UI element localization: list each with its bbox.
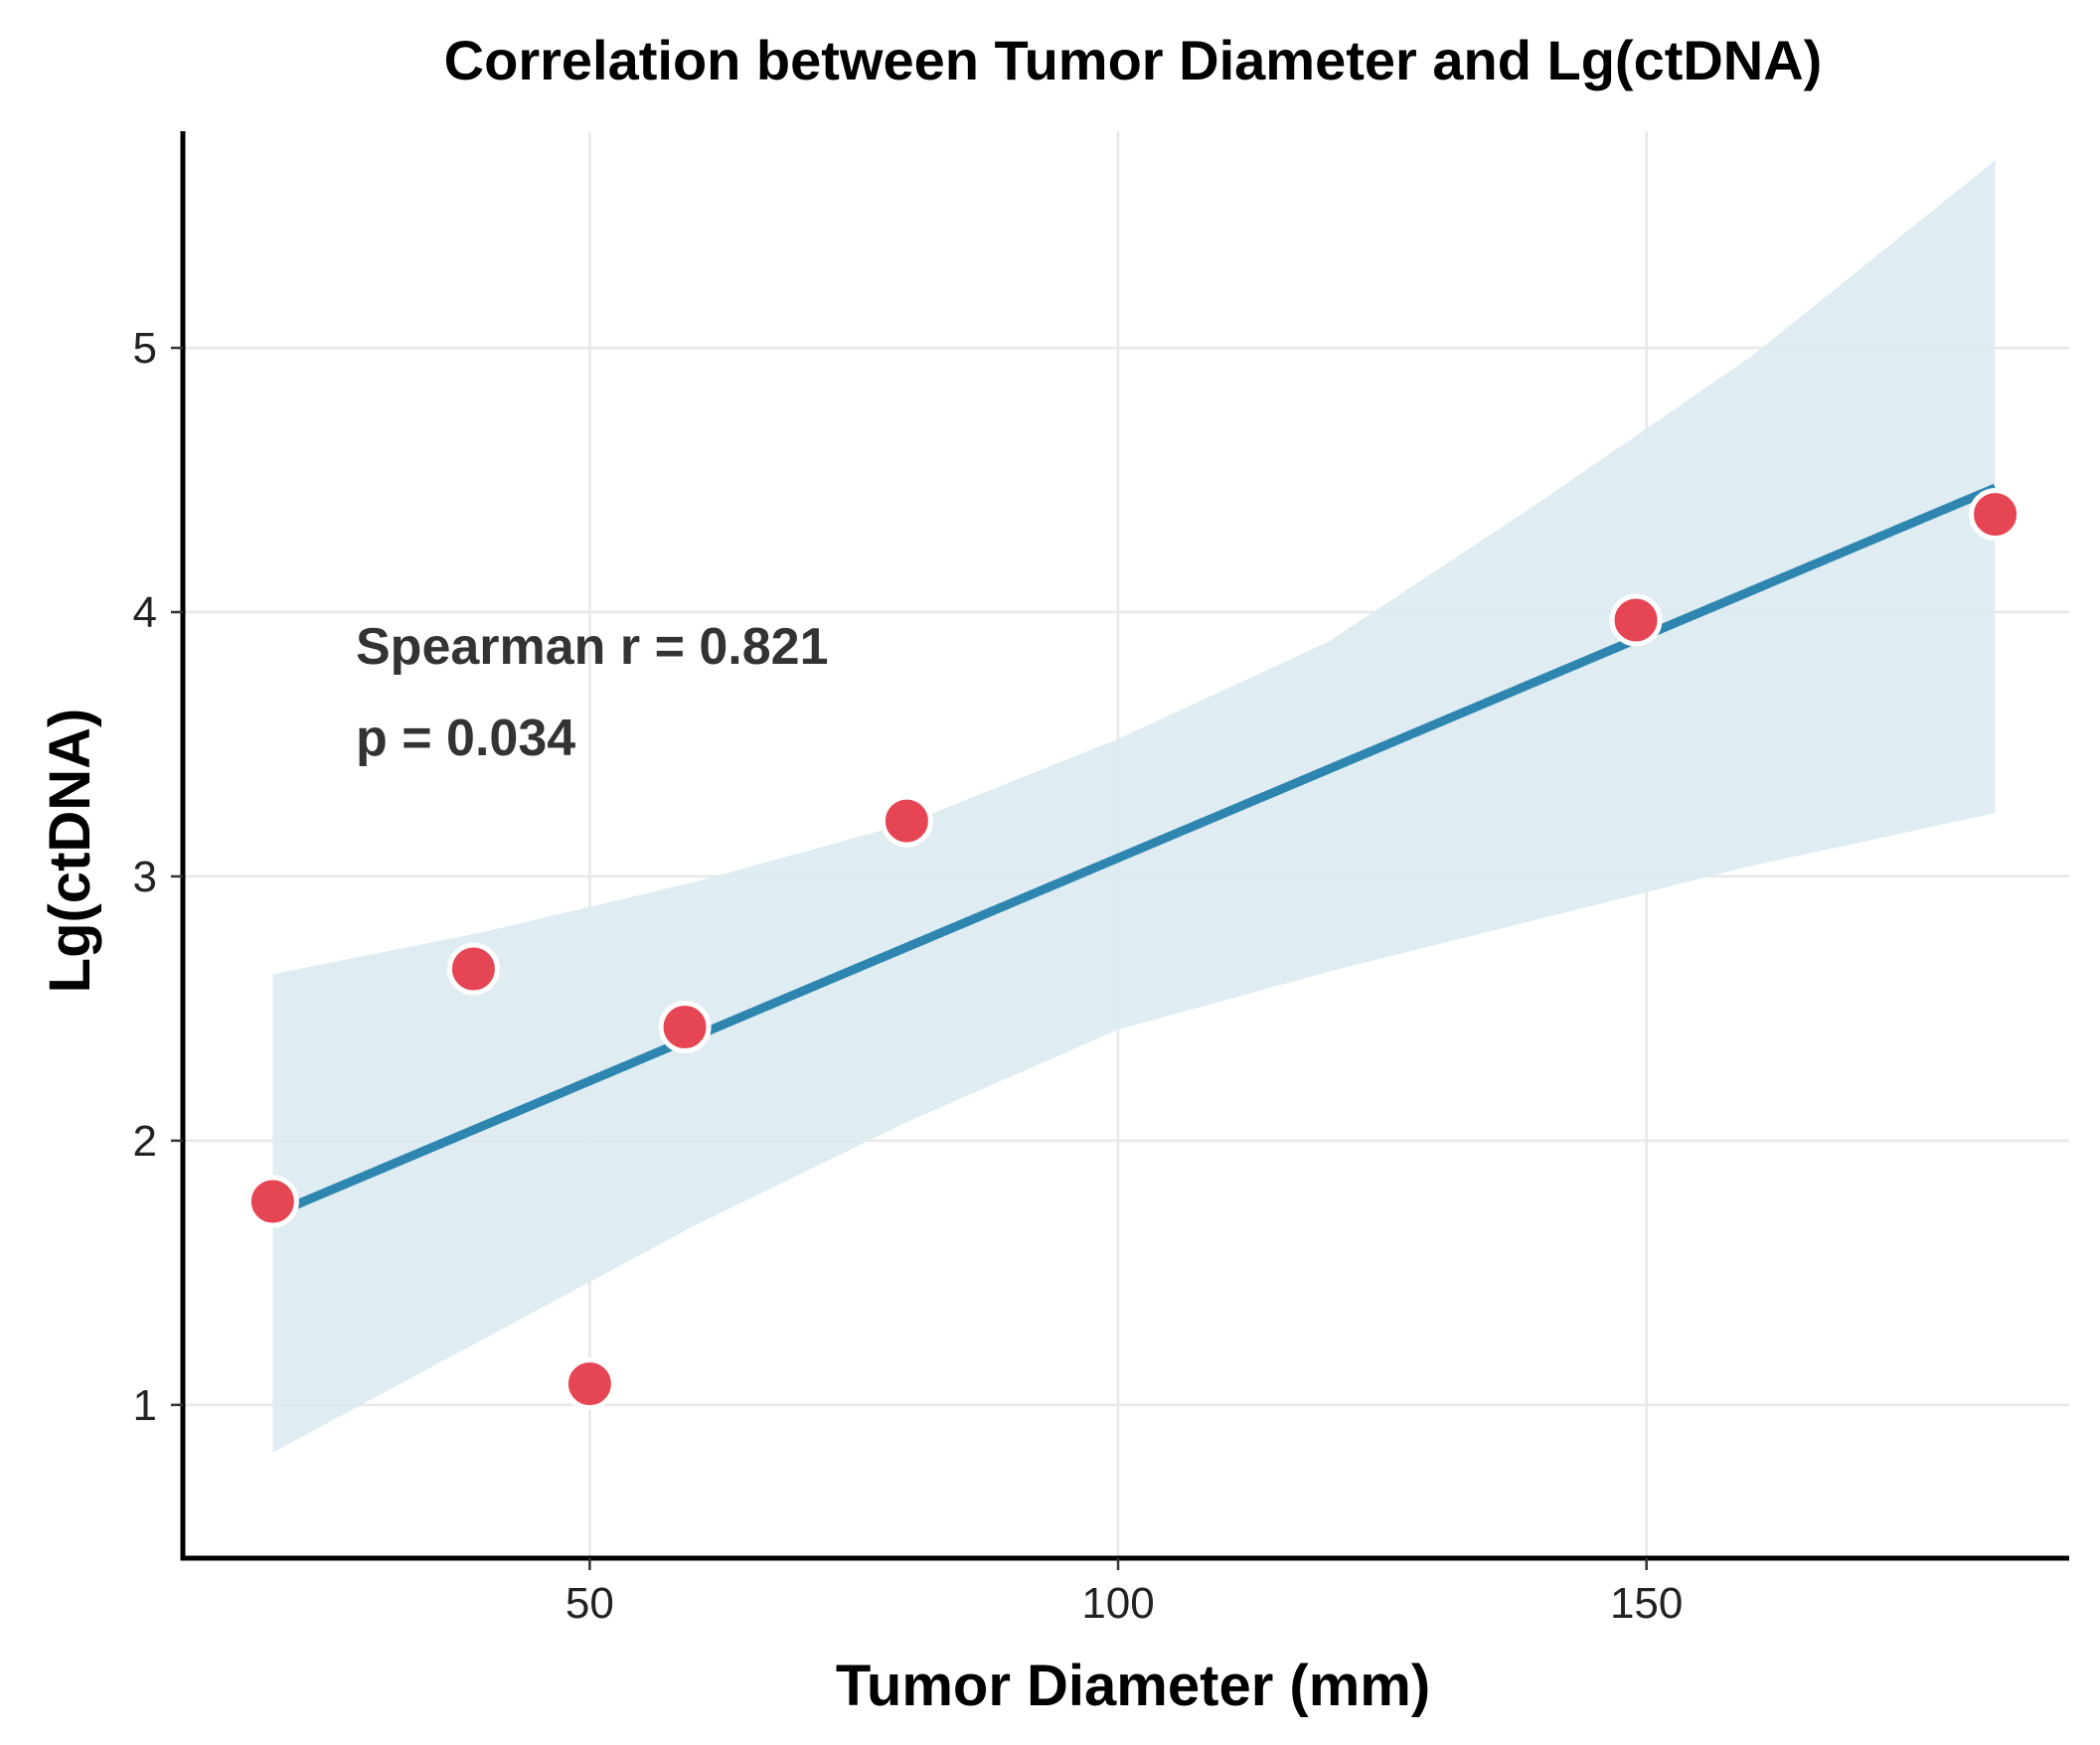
y-tick-label-1: 1 xyxy=(133,1381,157,1430)
y-axis-title: Lg(ctDNA) xyxy=(38,709,102,994)
x-tick-label-100: 100 xyxy=(1081,1579,1154,1628)
x-axis-title: Tumor Diameter (mm) xyxy=(836,1654,1430,1718)
annotation-p-value: p = 0.034 xyxy=(356,710,575,767)
data-point-7 xyxy=(1969,488,2022,542)
data-point-2 xyxy=(446,942,500,996)
chart-title: Correlation between Tumor Diameter and L… xyxy=(444,29,1823,91)
y-tick-label-2: 2 xyxy=(133,1117,157,1166)
data-point-4 xyxy=(658,1000,712,1053)
data-point-5 xyxy=(880,794,933,848)
y-tick-label-5: 5 xyxy=(133,324,157,373)
confidence-band xyxy=(272,160,1996,1453)
x-tick-label-50: 50 xyxy=(565,1579,614,1628)
y-tick-label-3: 3 xyxy=(133,853,157,901)
annotation-spearman: Spearman r = 0.821 xyxy=(356,618,829,676)
y-axis-ticks: 1 2 3 4 5 xyxy=(133,324,183,1430)
x-axis-ticks: 50 100 150 xyxy=(565,1558,1683,1628)
x-tick-label-150: 150 xyxy=(1610,1579,1683,1628)
data-point-1 xyxy=(245,1175,299,1228)
data-points xyxy=(245,488,2022,1410)
data-point-6 xyxy=(1609,593,1663,647)
y-tick-label-4: 4 xyxy=(133,588,157,637)
fit-line xyxy=(270,483,1998,1219)
data-point-3 xyxy=(563,1356,616,1410)
